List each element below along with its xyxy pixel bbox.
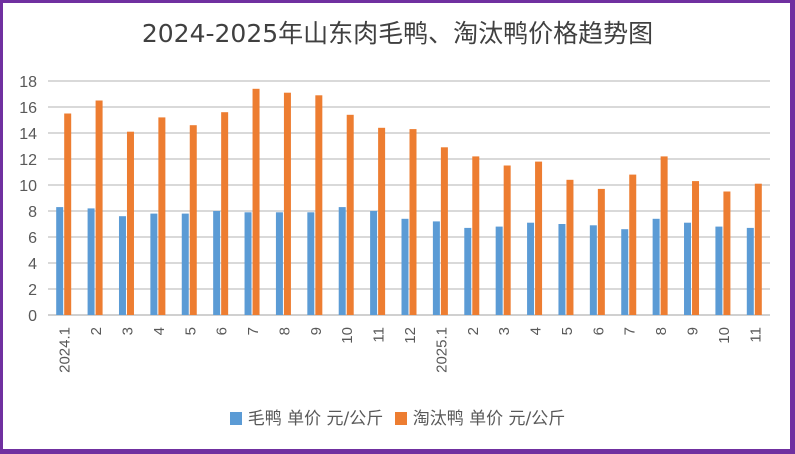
bar-tao-tai-ya [566, 179, 574, 315]
legend-label: 毛鸭 单价 元/公斤 [247, 409, 384, 429]
x-tick-label: 10 [716, 327, 733, 344]
x-tick-label: 5 [559, 327, 576, 335]
bar-mao-ya [338, 207, 346, 315]
bar-mao-ya [715, 226, 723, 315]
x-axis-ticks: 2024.1 2 3 4 5 6 7 8 9 10 11 12 2025.1 2 3 4 5 6 7 8 9 10 11 [57, 327, 765, 373]
legend-label: 淘汰鸭 单价 元/公斤 [412, 409, 566, 429]
bar-mao-ya [652, 218, 660, 315]
x-tick-label: 2 [465, 327, 482, 335]
bar-mao-ya [495, 226, 503, 315]
x-tick-label: 12 [402, 327, 419, 344]
bar-mao-ya [87, 208, 95, 315]
bar-tao-tai-ya [503, 165, 511, 315]
x-tick-label: 6 [590, 327, 607, 335]
bar-tao-tai-ya [754, 183, 762, 315]
bar-mao-ya [401, 218, 409, 315]
y-tick-label: 8 [28, 204, 37, 221]
bar-mao-ya [370, 211, 378, 315]
y-tick-label: 16 [19, 100, 37, 117]
y-tick-label: 2 [28, 282, 37, 299]
bar-mao-ya [432, 221, 440, 315]
x-tick-label: 4 [151, 327, 168, 335]
bars [56, 88, 762, 316]
bar-tao-tai-ya [660, 156, 668, 315]
x-tick-label: 2024.1 [57, 327, 74, 373]
x-tick-label: 9 [308, 327, 325, 335]
legend: 毛鸭 单价 元/公斤 淘汰鸭 单价 元/公斤 [0, 404, 795, 429]
x-tick-label: 5 [182, 327, 199, 335]
bar-tao-tai-ya [629, 174, 637, 315]
bar-mao-ya [527, 222, 535, 315]
bar-mao-ya [181, 213, 189, 315]
gridlines [48, 80, 770, 316]
x-tick-label: 10 [339, 327, 356, 344]
chart-title: 2024-2025年山东肉毛鸭、淘汰鸭价格趋势图 [141, 19, 654, 48]
x-tick-label: 4 [528, 327, 545, 335]
y-tick-label: 6 [28, 230, 37, 247]
bar-tao-tai-ya [95, 100, 103, 315]
bar-mao-ya [684, 222, 692, 315]
x-tick-label: 2 [88, 327, 105, 335]
bar-tao-tai-ya [440, 147, 448, 315]
bar-tao-tai-ya [64, 113, 72, 315]
y-tick-label: 14 [19, 126, 37, 143]
bar-tao-tai-ya [472, 156, 480, 315]
bar-tao-tai-ya [283, 92, 291, 315]
bar-tao-tai-ya [346, 114, 354, 315]
bar-tao-tai-ya [535, 161, 543, 315]
legend-item-mao-ya: 毛鸭 单价 元/公斤 [229, 404, 384, 429]
bar-mao-ya [307, 212, 315, 315]
bar-mao-ya [275, 212, 283, 315]
bar-mao-ya [589, 225, 597, 315]
x-tick-label: 9 [685, 327, 702, 335]
x-tick-label: 7 [622, 327, 639, 335]
bar-tao-tai-ya [221, 112, 229, 315]
bar-mao-ya [150, 213, 158, 315]
x-tick-label: 11 [747, 327, 764, 343]
legend-swatch-orange [394, 412, 407, 425]
bar-tao-tai-ya [252, 88, 260, 315]
bar-tao-tai-ya [189, 125, 197, 315]
x-tick-label: 3 [496, 327, 513, 335]
bar-tao-tai-ya [723, 191, 731, 315]
legend-swatch-blue [229, 412, 242, 425]
bar-tao-tai-ya [378, 127, 386, 315]
bar-tao-tai-ya [692, 181, 700, 315]
x-tick-label: 11 [371, 327, 388, 343]
x-tick-label: 8 [276, 327, 293, 335]
legend-item-tao-tai-ya: 淘汰鸭 单价 元/公斤 [394, 404, 566, 429]
bar-mao-ya [464, 227, 472, 315]
x-tick-label: 8 [653, 327, 670, 335]
x-tick-label: 3 [119, 327, 136, 335]
bar-mao-ya [558, 224, 566, 315]
y-tick-label: 4 [28, 256, 37, 273]
bar-tao-tai-ya [409, 129, 417, 315]
y-axis-ticks: 0 2 4 6 8 10 12 14 16 18 [19, 74, 37, 325]
bar-tao-tai-ya [315, 95, 323, 315]
bar-mao-ya [621, 229, 629, 315]
y-tick-label: 18 [19, 74, 37, 91]
x-tick-label: 2025.1 [433, 327, 450, 373]
bar-mao-ya [746, 227, 754, 315]
y-tick-label: 10 [19, 178, 37, 195]
y-tick-label: 0 [28, 308, 37, 325]
bar-mao-ya [56, 207, 64, 315]
bar-mao-ya [244, 212, 252, 315]
bar-mao-ya [213, 211, 221, 315]
x-tick-label: 6 [214, 327, 231, 335]
bar-tao-tai-ya [597, 188, 605, 315]
y-tick-label: 12 [19, 152, 37, 169]
bar-mao-ya [118, 216, 126, 315]
x-tick-label: 7 [245, 327, 262, 335]
bar-tao-tai-ya [126, 131, 134, 315]
bar-tao-tai-ya [158, 117, 166, 316]
